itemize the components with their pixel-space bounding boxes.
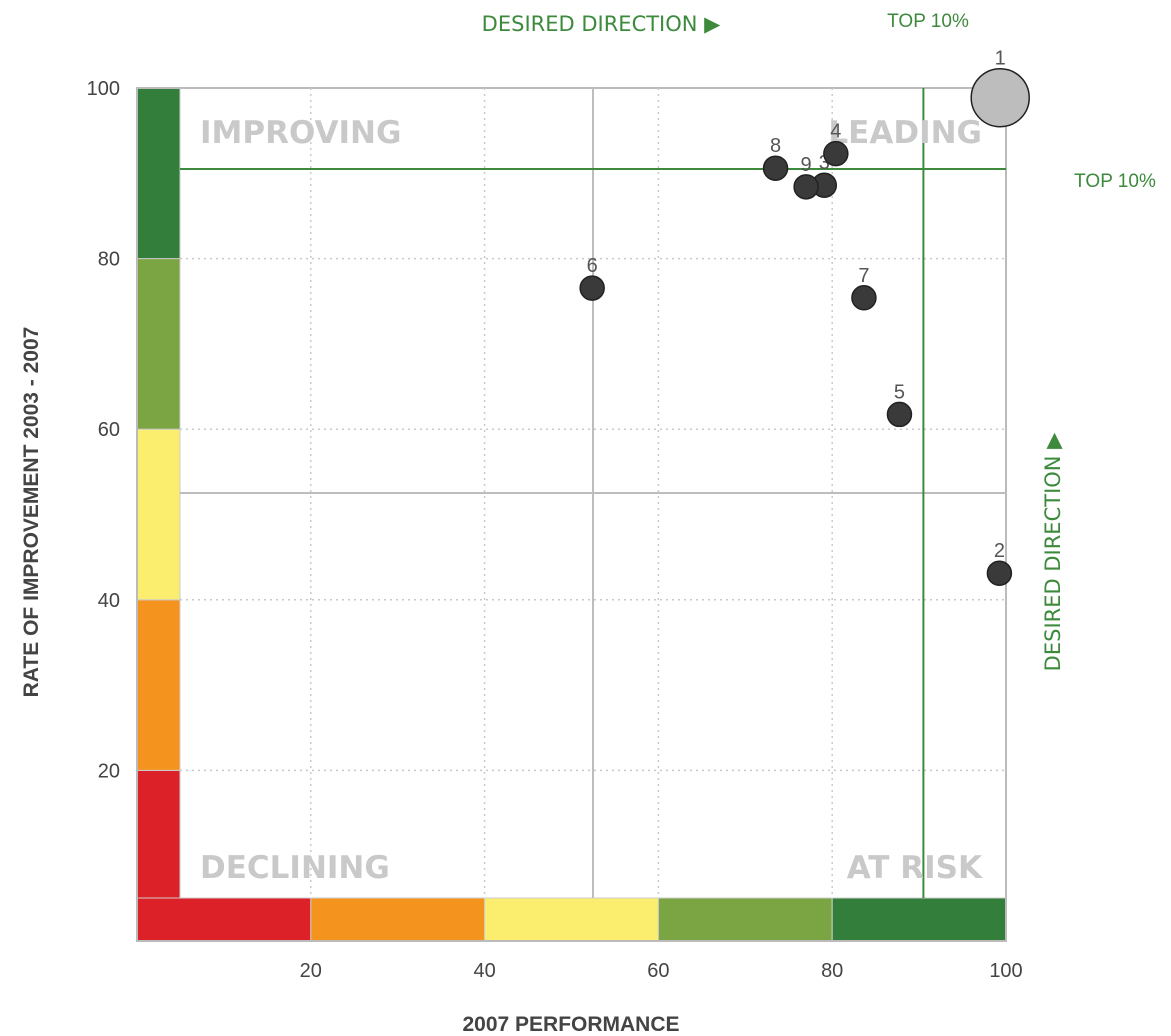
x-tick-label: 20 <box>300 960 322 982</box>
top10-lines <box>180 88 1006 898</box>
y-axis-title: RATE OF IMPROVEMENT 2003 - 2007 <box>20 327 43 698</box>
desired-direction-top-label: DESIRED DIRECTION ▶ <box>482 12 721 36</box>
data-point-label: 9 <box>801 154 812 176</box>
y-tick-label: 100 <box>87 78 120 100</box>
quadrant-label-at-risk: AT RISK <box>847 850 983 886</box>
quadrant-label-declining: DECLINING <box>200 850 390 886</box>
data-point-label: 7 <box>858 265 869 287</box>
y-band-1 <box>136 599 181 771</box>
data-point-label: 6 <box>587 255 598 277</box>
x-band-3 <box>657 897 833 942</box>
data-point <box>762 155 789 181</box>
y-tick-label: 80 <box>98 249 120 271</box>
data-point <box>986 560 1013 586</box>
x-tick-label: 40 <box>473 960 495 982</box>
x-band-0 <box>136 897 312 942</box>
data-point-label: 1 <box>995 48 1006 70</box>
data-point-label: 4 <box>830 121 841 143</box>
y-band-2 <box>136 428 181 601</box>
data-point <box>823 140 849 167</box>
x-axis-title: 2007 PERFORMANCE <box>462 1013 679 1036</box>
x-band-2 <box>484 897 659 942</box>
quadrant-label-improving: IMPROVING <box>200 115 401 151</box>
data-point <box>851 285 877 311</box>
plot-area-frame <box>136 87 1007 942</box>
y-band-3 <box>136 258 181 430</box>
data-point <box>970 67 1030 128</box>
x-band-1 <box>310 897 486 942</box>
data-point <box>793 174 819 200</box>
data-point <box>886 401 913 428</box>
data-point-label: 5 <box>894 381 905 403</box>
top10-x-label: TOP 10% <box>887 11 969 32</box>
quadrant-label-leading: LEADING <box>828 115 982 151</box>
data-points: 1 2 34 5 6 7 89 <box>579 48 1030 586</box>
y-tick-label: 40 <box>98 590 120 612</box>
data-point-label: 3 <box>819 152 830 174</box>
color-bands <box>136 87 1007 942</box>
x-tick-label: 100 <box>989 960 1022 982</box>
axis-ticks: 20 40 60 80 100 20 40 60 80 100 <box>87 78 1023 982</box>
x-tick-label: 60 <box>647 960 669 982</box>
x-band-4 <box>831 897 1007 942</box>
y-tick-label: 20 <box>98 760 120 782</box>
data-point-label: 2 <box>994 540 1005 562</box>
data-point <box>579 275 605 301</box>
y-tick-label: 60 <box>98 419 120 441</box>
y-band-4 <box>136 87 181 260</box>
desired-direction-right-label: DESIRED DIRECTION ▶ <box>1041 432 1065 671</box>
midlines <box>180 88 1006 898</box>
x-tick-label: 80 <box>821 960 843 982</box>
top10-y-label: TOP 10% <box>1074 171 1156 192</box>
data-point-label: 8 <box>770 135 781 157</box>
